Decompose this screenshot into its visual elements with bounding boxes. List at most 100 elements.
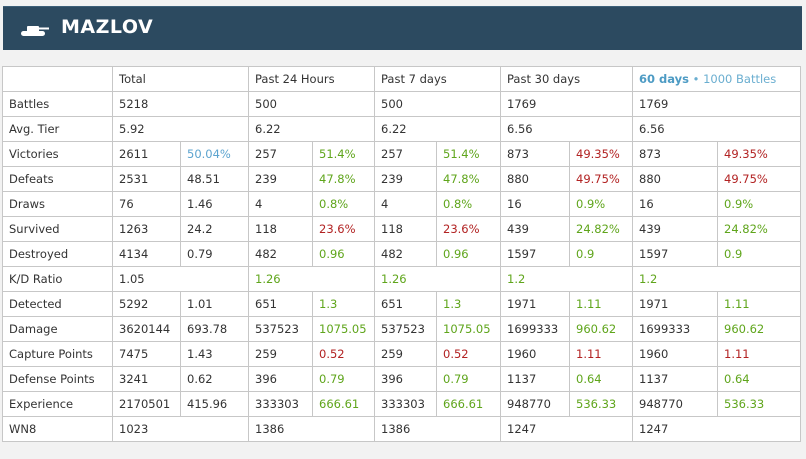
- row-label: Battles: [2, 91, 113, 117]
- value-7d: 482: [374, 241, 437, 267]
- col-header-total: Total: [112, 66, 249, 92]
- row-damage: Damage 3620144 693.78 537523 1075.05 537…: [2, 316, 801, 342]
- rate-7d: 0.8%: [436, 191, 501, 217]
- rate-30d: 1.11: [569, 341, 633, 367]
- value-30d: 880: [500, 166, 570, 192]
- row-capture-points: Capture Points 7475 1.43 259 0.52 259 0.…: [2, 341, 801, 367]
- value-24h: 257: [248, 141, 313, 167]
- col-header-1000-battles[interactable]: 1000 Battles: [703, 72, 777, 86]
- value-7d: 6.22: [374, 116, 501, 142]
- value-total: 3241: [112, 366, 181, 392]
- row-survived: Survived 1263 24.2 118 23.6% 118 23.6% 4…: [2, 216, 801, 242]
- row-label: Defense Points: [2, 366, 113, 392]
- player-header: MAZLOV: [3, 6, 802, 50]
- value-30d: 16: [500, 191, 570, 217]
- rate-7d: 23.6%: [436, 216, 501, 242]
- col-header-past-30-days: Past 30 days: [500, 66, 633, 92]
- value-total: 2531: [112, 166, 181, 192]
- value-7d: 239: [374, 166, 437, 192]
- stats-table: Total Past 24 Hours Past 7 days Past 30 …: [2, 66, 801, 442]
- row-avg-tier: Avg. Tier 5.92 6.22 6.22 6.56 6.56: [2, 116, 801, 142]
- rate-24h: 1075.05: [312, 316, 375, 342]
- rate-total: 1.01: [180, 291, 249, 317]
- value-24h: 259: [248, 341, 313, 367]
- player-name: MAZLOV: [61, 16, 154, 38]
- value-7d: 500: [374, 91, 501, 117]
- value-7d: 1386: [374, 416, 501, 442]
- value-30d: 1597: [500, 241, 570, 267]
- value-7d: 1.26: [374, 266, 501, 292]
- col-header-past-7-days: Past 7 days: [374, 66, 501, 92]
- value-24h: 333303: [248, 391, 313, 417]
- row-detected: Detected 5292 1.01 651 1.3 651 1.3 1971 …: [2, 291, 801, 317]
- value-total: 2611: [112, 141, 181, 167]
- rate-24h: 23.6%: [312, 216, 375, 242]
- col-header-separator: •: [692, 72, 700, 86]
- value-60d: 6.56: [632, 116, 801, 142]
- value-7d: 118: [374, 216, 437, 242]
- rate-30d: 1.11: [569, 291, 633, 317]
- tank-icon: [21, 26, 49, 36]
- rate-60d: 1.11: [717, 341, 801, 367]
- value-60d: 1971: [632, 291, 718, 317]
- rate-30d: 0.64: [569, 366, 633, 392]
- value-30d: 1699333: [500, 316, 570, 342]
- row-kd-ratio: K/D Ratio 1.05 1.26 1.26 1.2 1.2: [2, 266, 801, 292]
- rate-60d: 49.75%: [717, 166, 801, 192]
- value-30d: 1960: [500, 341, 570, 367]
- rate-24h: 0.52: [312, 341, 375, 367]
- rate-7d: 1.3: [436, 291, 501, 317]
- value-24h: 239: [248, 166, 313, 192]
- row-label: WN8: [2, 416, 113, 442]
- rate-60d: 960.62: [717, 316, 801, 342]
- row-destroyed: Destroyed 4134 0.79 482 0.96 482 0.96 15…: [2, 241, 801, 267]
- rate-30d: 536.33: [569, 391, 633, 417]
- value-total: 1023: [112, 416, 249, 442]
- value-60d: 880: [632, 166, 718, 192]
- value-24h: 651: [248, 291, 313, 317]
- rate-60d: 1.11: [717, 291, 801, 317]
- row-label: Capture Points: [2, 341, 113, 367]
- value-total: 7475: [112, 341, 181, 367]
- value-24h: 6.22: [248, 116, 375, 142]
- value-total: 5218: [112, 91, 249, 117]
- rate-total: 693.78: [180, 316, 249, 342]
- value-30d: 1971: [500, 291, 570, 317]
- rate-7d: 0.96: [436, 241, 501, 267]
- rate-total: 415.96: [180, 391, 249, 417]
- rate-60d: 24.82%: [717, 216, 801, 242]
- row-label: Damage: [2, 316, 113, 342]
- rate-24h: 47.8%: [312, 166, 375, 192]
- row-label: K/D Ratio: [2, 266, 113, 292]
- value-total: 5292: [112, 291, 181, 317]
- value-24h: 482: [248, 241, 313, 267]
- row-victories: Victories 2611 50.04% 257 51.4% 257 51.4…: [2, 141, 801, 167]
- row-experience: Experience 2170501 415.96 333303 666.61 …: [2, 391, 801, 417]
- value-30d: 1247: [500, 416, 633, 442]
- value-60d: 1.2: [632, 266, 801, 292]
- value-60d: 1960: [632, 341, 718, 367]
- value-30d: 948770: [500, 391, 570, 417]
- value-7d: 396: [374, 366, 437, 392]
- col-header-60-days[interactable]: 60 days • 1000 Battles: [632, 66, 801, 92]
- rate-60d: 0.9%: [717, 191, 801, 217]
- value-60d: 873: [632, 141, 718, 167]
- rate-30d: 0.9%: [569, 191, 633, 217]
- header-row: Total Past 24 Hours Past 7 days Past 30 …: [2, 66, 801, 92]
- row-battles: Battles 5218 500 500 1769 1769: [2, 91, 801, 117]
- value-60d: 1597: [632, 241, 718, 267]
- rate-7d: 0.79: [436, 366, 501, 392]
- rate-30d: 49.75%: [569, 166, 633, 192]
- value-total: 5.92: [112, 116, 249, 142]
- value-60d: 1247: [632, 416, 801, 442]
- rate-60d: 0.64: [717, 366, 801, 392]
- value-total: 1.05: [112, 266, 249, 292]
- rate-60d: 49.35%: [717, 141, 801, 167]
- rate-total: 1.43: [180, 341, 249, 367]
- row-label: Experience: [2, 391, 113, 417]
- header-blank: [2, 66, 113, 92]
- rate-7d: 1075.05: [436, 316, 501, 342]
- row-wn8: WN8 1023 1386 1386 1247 1247: [2, 416, 801, 442]
- col-header-60-days-label[interactable]: 60 days: [639, 72, 689, 86]
- value-7d: 333303: [374, 391, 437, 417]
